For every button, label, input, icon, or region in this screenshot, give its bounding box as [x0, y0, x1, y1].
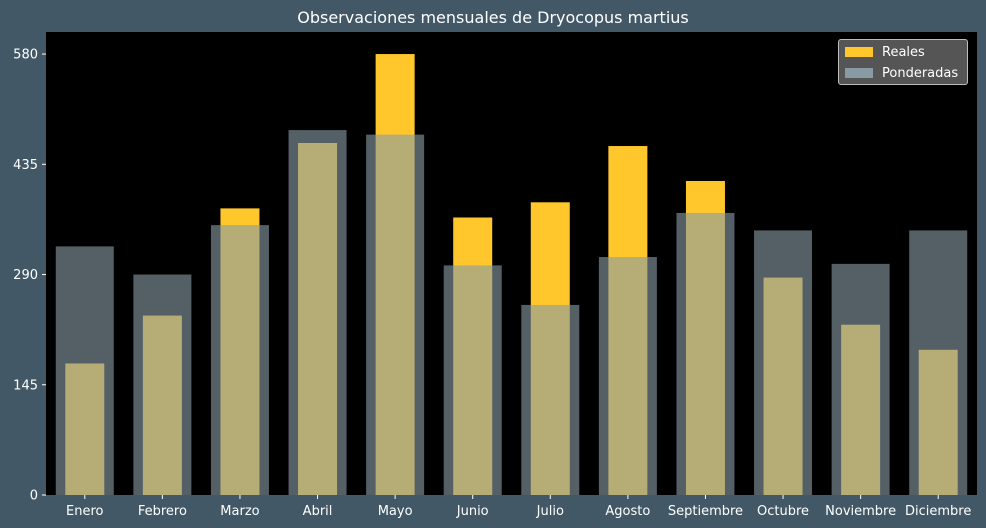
- legend-swatch-ponderadas: [845, 68, 873, 78]
- x-axis: Enero Febrero Marzo Abril Mayo Junio Julio Agos…: [66, 495, 971, 519]
- x-tick-label: Mayo: [378, 504, 413, 519]
- y-tick-label: 435: [13, 158, 38, 173]
- x-tick-label: Noviembre: [825, 504, 896, 519]
- legend-label-ponderadas: Ponderadas: [882, 65, 959, 81]
- bar-ponderadas-octubre: [754, 230, 813, 495]
- x-tick-label: Septiembre: [668, 504, 743, 519]
- bar-ponderadas-diciembre: [909, 230, 968, 495]
- x-tick-label: Marzo: [220, 504, 259, 519]
- bar-ponderadas-mayo: [366, 134, 425, 495]
- x-tick-label: Octubre: [757, 504, 809, 519]
- bar-ponderadas-junio: [443, 265, 502, 495]
- legend-item-ponderadas: Ponderadas: [845, 64, 958, 82]
- x-tick-label: Abril: [303, 504, 333, 519]
- bar-ponderadas-septiembre: [676, 212, 735, 495]
- bar-ponderadas-marzo: [210, 225, 269, 495]
- x-tick-label: Junio: [456, 504, 489, 519]
- x-tick-label: Enero: [66, 504, 104, 519]
- bar-ponderadas-abril: [288, 130, 347, 495]
- y-tick-label: 290: [13, 268, 38, 283]
- y-axis: 0 145 290 435 580: [13, 48, 46, 504]
- chart-title: Observaciones mensuales de Dryocopus mar…: [297, 8, 689, 27]
- bar-ponderadas-agosto: [598, 257, 657, 495]
- bar-ponderadas-febrero: [133, 274, 192, 495]
- plot-area: [46, 32, 977, 495]
- x-tick-label: Julio: [536, 504, 564, 519]
- y-tick-label: 145: [13, 378, 38, 393]
- legend: Reales Ponderadas: [838, 39, 968, 85]
- series-ponderadas: [55, 130, 968, 495]
- x-tick-label: Diciembre: [905, 504, 971, 519]
- bar-ponderadas-enero: [55, 246, 114, 495]
- bar-ponderadas-julio: [521, 304, 580, 495]
- bar-ponderadas-noviembre: [831, 263, 890, 495]
- y-tick-label: 0: [30, 489, 38, 504]
- legend-label-reales: Reales: [882, 44, 925, 60]
- y-tick-label: 580: [13, 48, 38, 63]
- legend-swatch-reales: [845, 47, 873, 57]
- x-tick-label: Agosto: [605, 504, 650, 519]
- x-tick-label: Febrero: [138, 504, 187, 519]
- legend-item-reales: Reales: [845, 43, 925, 61]
